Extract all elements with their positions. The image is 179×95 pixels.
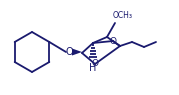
Text: OCH₃: OCH₃ bbox=[113, 11, 133, 20]
Text: O: O bbox=[65, 47, 73, 57]
Text: O: O bbox=[110, 36, 117, 46]
Polygon shape bbox=[72, 49, 82, 55]
Text: O: O bbox=[91, 59, 98, 68]
Text: H: H bbox=[89, 63, 97, 73]
